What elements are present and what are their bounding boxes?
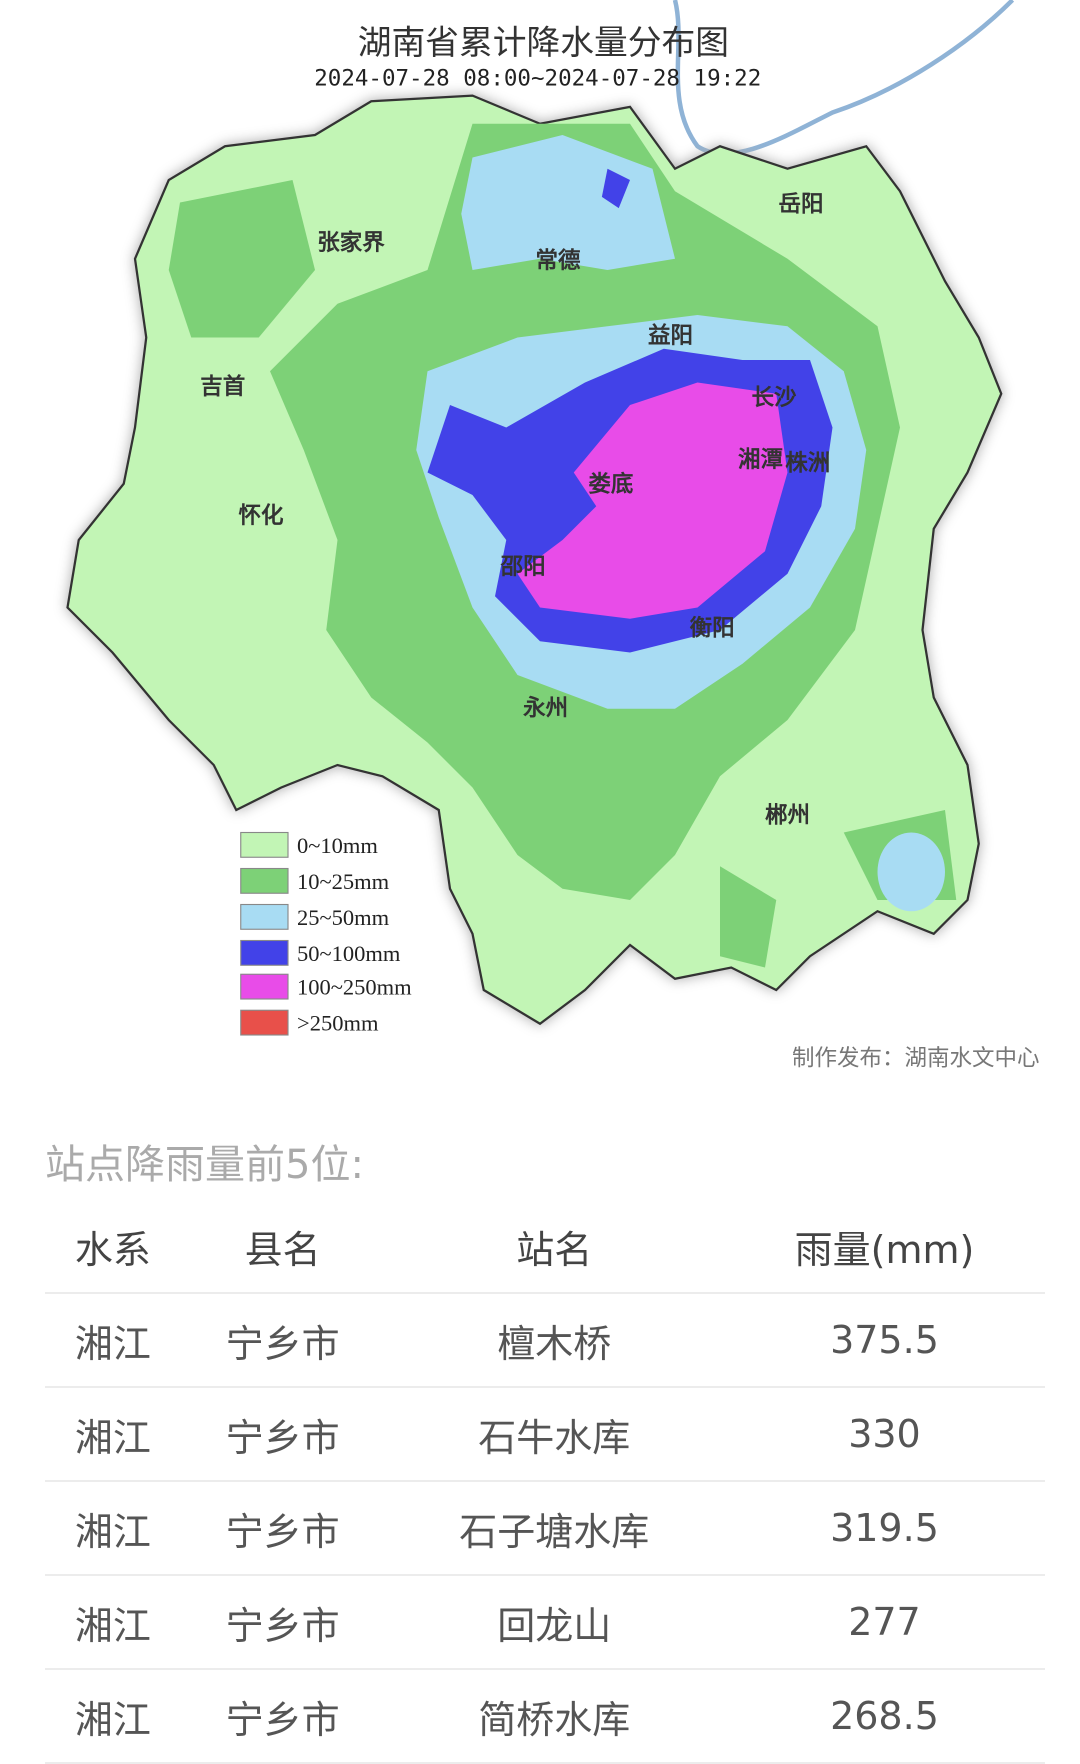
- map-legend: 0~10mm 10~25mm 25~50mm 50~100mm 100~250m…: [240, 831, 412, 1036]
- table-cell: 石子塘水库: [384, 1481, 724, 1576]
- legend-label: 50~100mm: [297, 941, 401, 966]
- table-cell: 319.5: [723, 1481, 1045, 1576]
- river: [672, 0, 1015, 156]
- city-label: 益阳: [648, 322, 693, 349]
- table-cell: 石牛水库: [384, 1387, 724, 1482]
- zone-25-50-north: [461, 135, 675, 270]
- zone-50-100-north: [601, 168, 630, 209]
- legend-label: 25~50mm: [297, 905, 390, 930]
- table-header: 水系 县名 站名 雨量(mm): [45, 1200, 1045, 1294]
- city-label: 吉首: [200, 373, 245, 400]
- table-cell: 湘江: [45, 1293, 181, 1388]
- city-label: 衡阳: [690, 615, 735, 642]
- table-cell: 宁乡市: [180, 1575, 385, 1670]
- table-cell: 湘江: [45, 1481, 181, 1576]
- table-row: 湘江 宁乡市 檀木桥 375.5: [45, 1293, 1045, 1388]
- table-row: 湘江 宁乡市 石子塘水库 319.5: [45, 1481, 1045, 1576]
- city-label: 娄底: [588, 471, 633, 498]
- legend-swatch: [240, 867, 289, 894]
- legend-label: 100~250mm: [297, 975, 412, 1000]
- legend-swatch: [240, 973, 289, 1000]
- zone-100-250: [517, 382, 788, 619]
- table-row: 湘江 宁乡市 简桥水库 268.5: [45, 1669, 1045, 1764]
- city-label: 常德: [536, 247, 582, 274]
- table-cell: 330: [723, 1387, 1045, 1482]
- city-label: 岳阳: [779, 192, 824, 218]
- map-credit: 制作发布：湖南水文中心: [792, 1045, 1040, 1071]
- table-cell: 简桥水库: [384, 1669, 724, 1764]
- legend-label: 10~25mm: [297, 869, 390, 894]
- table-cell: 檀木桥: [384, 1293, 724, 1388]
- table-cell: 宁乡市: [180, 1669, 385, 1764]
- table-cell: 湘江: [45, 1387, 181, 1482]
- table-cell: 回龙山: [384, 1575, 724, 1670]
- legend-label: >250mm: [297, 1011, 379, 1036]
- map-time-range: 2024-07-28 08:00~2024-07-28 19:22: [314, 66, 761, 92]
- column-header: 站名: [384, 1200, 724, 1294]
- legend-swatch: [240, 903, 289, 930]
- zone-25-50-southeast: [877, 832, 945, 912]
- column-header: 水系: [45, 1200, 181, 1294]
- city-label: 张家界: [317, 229, 385, 256]
- table-cell: 湘江: [45, 1575, 181, 1670]
- legend-swatch: [240, 831, 289, 858]
- city-label: 长沙: [752, 385, 798, 411]
- legend-swatch: [240, 1009, 289, 1036]
- city-label: 株洲: [785, 450, 830, 476]
- table-cell: 277: [723, 1575, 1045, 1670]
- map-title: 湖南省累计降水量分布图: [358, 23, 729, 62]
- table-cell: 宁乡市: [180, 1481, 385, 1576]
- column-header: 县名: [180, 1200, 385, 1294]
- table-cell: 湘江: [45, 1669, 181, 1764]
- city-label: 郴州: [765, 802, 810, 828]
- table-row: 湘江 宁乡市 石牛水库 330: [45, 1387, 1045, 1482]
- table-cell: 宁乡市: [180, 1293, 385, 1388]
- ranking-title: 站点降雨量前5位:: [45, 1142, 364, 1188]
- rainfall-distribution-map: 湖南省累计降水量分布图 2024-07-28 08:00~2024-07-28 …: [66, 0, 1040, 1071]
- column-header: 雨量(mm): [723, 1200, 1045, 1294]
- zone-10-25-west: [168, 180, 315, 338]
- city-label: 怀化: [239, 502, 285, 529]
- city-label: 永州: [523, 696, 568, 722]
- city-label: 湘潭: [738, 447, 783, 473]
- city-label: 邵阳: [500, 554, 546, 580]
- table-cell: 宁乡市: [180, 1387, 385, 1482]
- ranking-table: 水系 县名 站名 雨量(mm) 湘江 宁乡市 檀木桥 375.5 湘江 宁乡市 石牛水库 33…: [45, 1200, 1045, 1764]
- legend-swatch: [240, 939, 289, 966]
- city-labels: 岳阳 张家界 常德 益阳 吉首 长沙 湘潭 株洲 娄底 怀化 邵阳 衡阳 永州 …: [200, 192, 830, 829]
- table-cell: 268.5: [723, 1669, 1045, 1764]
- table-cell: 375.5: [723, 1293, 1045, 1388]
- legend-label: 0~10mm: [297, 833, 378, 858]
- table-row: 湘江 宁乡市 回龙山 277: [45, 1575, 1045, 1670]
